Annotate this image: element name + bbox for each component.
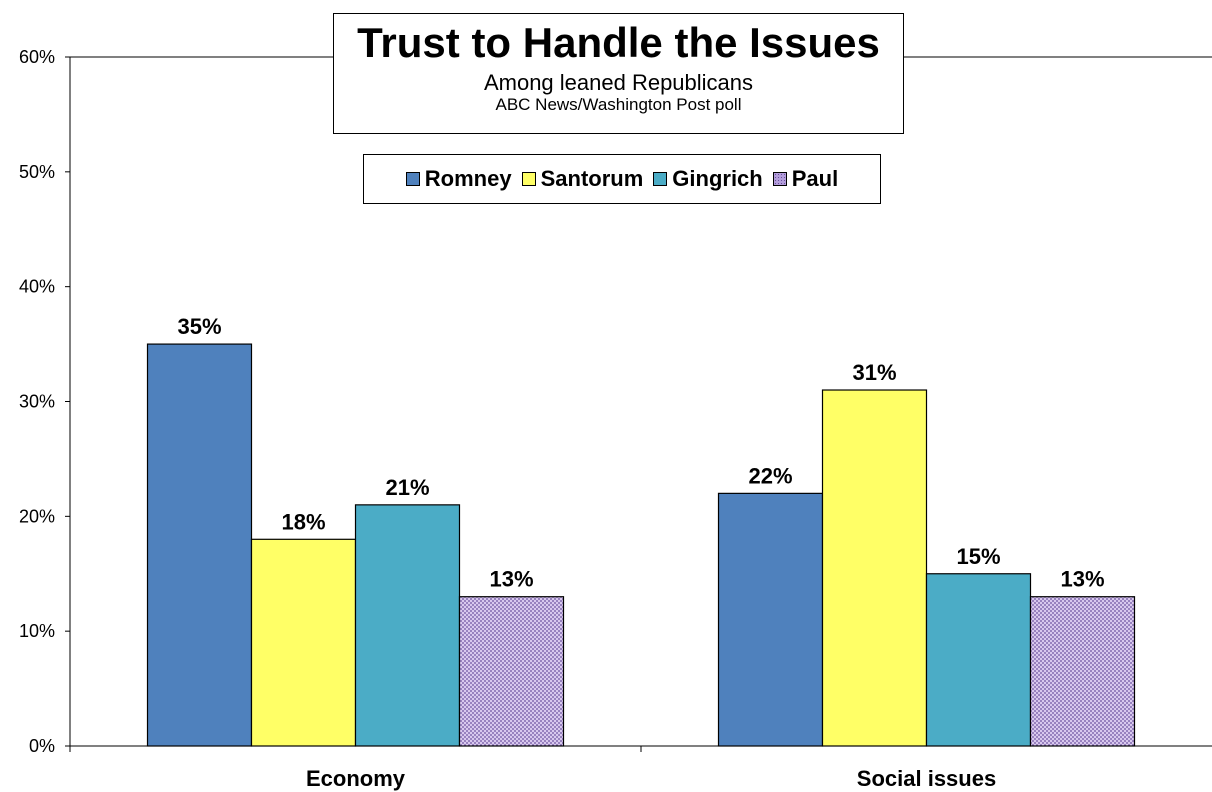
y-tick-label: 40% <box>19 277 55 297</box>
legend-item-gingrich: Gingrich <box>653 166 763 192</box>
legend-swatch-gingrich <box>653 172 668 186</box>
data-label: 13% <box>1060 567 1104 592</box>
value-labels: 35% 18% 21% 13% 22% 31% 15% 13% <box>177 314 1104 592</box>
bar-romney <box>717 492 824 747</box>
legend-swatch-santorum <box>521 172 536 186</box>
bar-gingrich <box>354 504 461 747</box>
title-box: Trust to Handle the Issues Among leaned … <box>333 13 904 134</box>
y-tick-label: 20% <box>19 506 55 526</box>
data-label: 31% <box>852 360 896 385</box>
chart-subtitle: Among leaned Republicans <box>483 70 754 95</box>
y-tick-label: 60% <box>19 47 55 67</box>
bar-paul <box>458 596 565 747</box>
legend-label-paul: Paul <box>791 166 839 191</box>
data-label: 35% <box>177 314 221 339</box>
data-label: 18% <box>281 509 325 534</box>
data-label: 22% <box>748 463 792 488</box>
legend-swatch-paul <box>772 172 787 186</box>
data-label: 21% <box>385 475 429 500</box>
bar-santorum <box>250 538 357 747</box>
legend-item-santorum: Santorum <box>521 166 644 192</box>
y-tick-label: 0% <box>29 736 55 756</box>
legend-item-paul: Paul <box>772 166 839 192</box>
data-label: 15% <box>956 544 1000 569</box>
x-category-label: Economy <box>306 766 406 791</box>
legend: Romney Santorum Gingrich Paul <box>363 154 881 204</box>
legend-item-romney: Romney <box>405 166 512 192</box>
bars <box>146 343 1136 747</box>
axes: 0% 10% 20% 30% 40% 50% 60% Economy Social issues <box>19 47 1212 791</box>
data-label: 13% <box>489 567 533 592</box>
bar-santorum <box>821 389 928 747</box>
y-tick-label: 30% <box>19 392 55 412</box>
bar-paul <box>1029 596 1136 747</box>
y-tick-label: 50% <box>19 162 55 182</box>
chart-source: ABC News/Washington Post poll <box>495 95 742 114</box>
y-tick-label: 10% <box>19 621 55 641</box>
bar-romney <box>146 343 253 747</box>
x-category-label: Social issues <box>857 766 996 791</box>
chart-title: Trust to Handle the Issues <box>357 19 880 66</box>
legend-label-santorum: Santorum <box>540 166 644 191</box>
legend-label-gingrich: Gingrich <box>672 166 763 191</box>
bar-gingrich <box>925 573 1032 747</box>
legend-label-romney: Romney <box>424 166 512 191</box>
legend-swatch-romney <box>405 172 420 186</box>
